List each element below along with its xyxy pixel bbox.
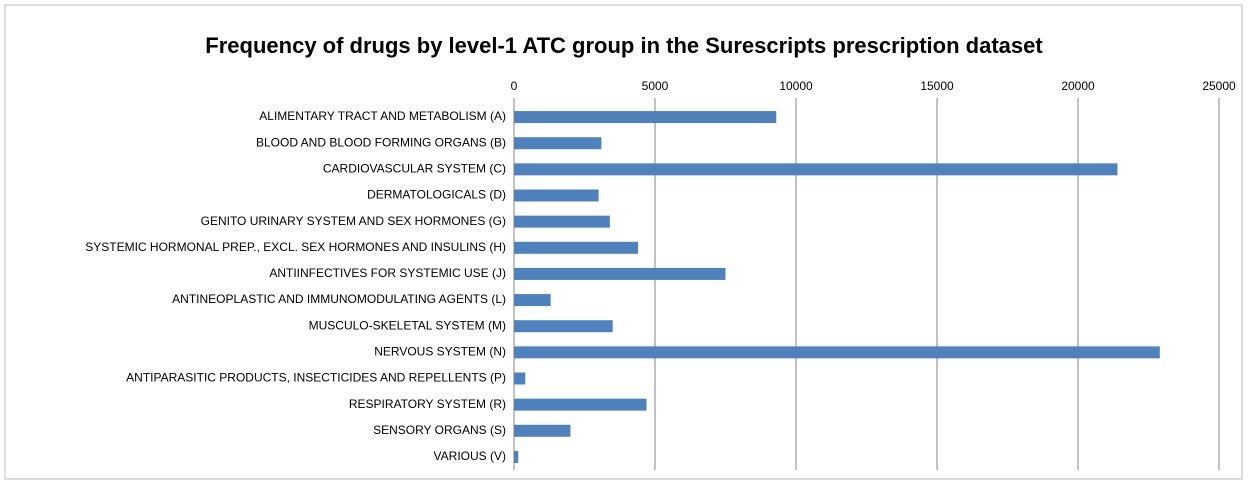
y-tick-label: SENSORY ORGANS (S) [373, 423, 506, 437]
bar [514, 189, 599, 202]
bar [514, 398, 647, 411]
bar [514, 424, 571, 437]
bar [514, 372, 526, 385]
bar [514, 294, 551, 307]
y-tick-label: MUSCULO-SKELETAL SYSTEM (M) [309, 318, 506, 332]
y-tick-label: RESPIRATORY SYSTEM (R) [349, 397, 506, 411]
bar [514, 450, 519, 463]
bar [514, 320, 613, 333]
x-tick-label: 5000 [642, 79, 669, 93]
x-tick-label: 20000 [1061, 79, 1095, 93]
y-tick-label: ALIMENTARY TRACT AND METABOLISM (A) [259, 109, 506, 123]
bar [514, 267, 726, 280]
y-tick-label: ANTIPARASITIC PRODUCTS, INSECTICIDES AND… [126, 371, 506, 385]
y-tick-label: BLOOD AND BLOOD FORMING ORGANS (B) [256, 135, 506, 149]
y-tick-label: ANTIINFECTIVES FOR SYSTEMIC USE (J) [269, 266, 506, 280]
bar [514, 215, 610, 228]
x-tick-label: 15000 [920, 79, 954, 93]
y-tick-label: GENITO URINARY SYSTEM AND SEX HORMONES (… [201, 214, 506, 228]
y-tick-label: VARIOUS (V) [434, 449, 506, 463]
bar [514, 137, 602, 150]
bar [514, 163, 1118, 176]
y-tick-label: SYSTEMIC HORMONAL PREP., EXCL. SEX HORMO… [85, 240, 506, 254]
x-tick-label: 10000 [779, 79, 813, 93]
x-tick-label: 25000 [1202, 79, 1236, 93]
bar [514, 111, 777, 124]
bar [514, 241, 639, 254]
y-tick-label: ANTINEOPLASTIC AND IMMUNOMODULATING AGEN… [172, 292, 506, 306]
y-tick-label: DERMATOLOGICALS (D) [367, 188, 506, 202]
y-tick-label: NERVOUS SYSTEM (N) [374, 345, 506, 359]
bar [514, 346, 1160, 359]
y-tick-label: CARDIOVASCULAR SYSTEM (C) [323, 162, 506, 176]
chart-title: Frequency of drugs by level-1 ATC group … [205, 33, 1043, 58]
x-tick-label: 0 [511, 79, 518, 93]
